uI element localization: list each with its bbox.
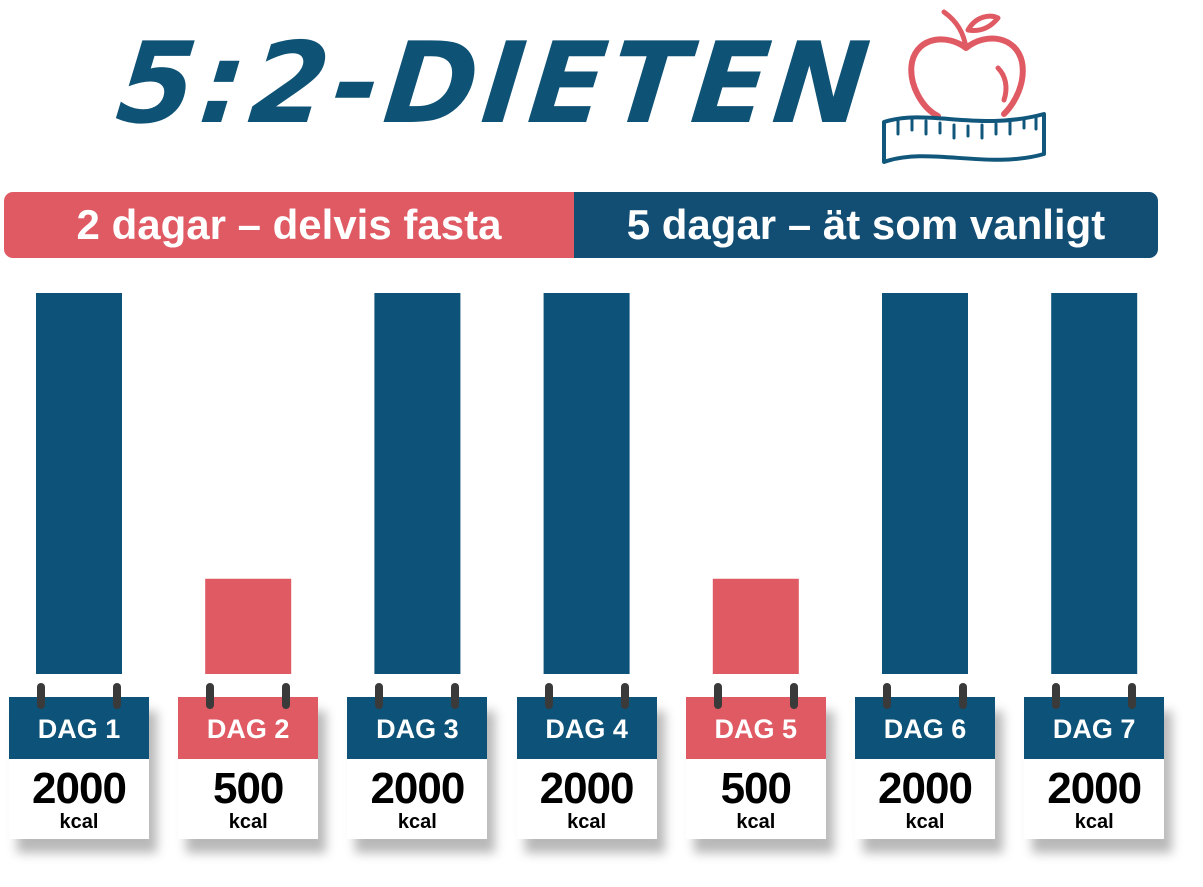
day-label: DAG 5 (685, 697, 826, 759)
day-card: DAG 5 500 kcal (685, 683, 826, 839)
apple-measuring-tape-icon (882, 9, 1046, 164)
calorie-unit: kcal (397, 811, 437, 833)
calendar-ring-icon (789, 683, 798, 709)
calorie-unit: kcal (567, 811, 607, 833)
day-label: DAG 2 (178, 697, 319, 759)
calendar-ring-icon (620, 683, 629, 709)
calendar-ring-icon (959, 683, 967, 709)
calendar-ring-icon (883, 683, 891, 709)
day-card: DAG 2 500 kcal (178, 683, 319, 839)
calorie-value: 500 (212, 764, 284, 813)
bar-dag-1 (36, 293, 122, 674)
day-label: DAG 4 (516, 697, 657, 759)
day-label: DAG 1 (9, 697, 149, 759)
calendar-ring-icon (282, 683, 291, 709)
calorie-unit: kcal (1074, 811, 1114, 833)
bar-dag-6 (882, 293, 968, 674)
calorie-value: 2000 (32, 764, 127, 813)
calorie-value: 500 (720, 764, 792, 813)
legend-normal-days: 5 dagar – ät som vanligt (574, 192, 1158, 258)
calendar-ring-icon (206, 683, 215, 709)
calendar-ring-icon (113, 683, 121, 709)
calendar-ring-icon (375, 683, 384, 709)
bar-dag-2 (205, 578, 292, 674)
day-label: DAG 3 (347, 697, 488, 759)
calendar-ring-icon (1128, 683, 1137, 709)
calorie-unit: kcal (228, 811, 268, 833)
calorie-unit: kcal (59, 811, 99, 833)
day-label: DAG 6 (855, 697, 995, 759)
calorie-value: 2000 (1047, 764, 1142, 813)
calendar-ring-icon (37, 683, 45, 709)
day-card: DAG 6 2000 kcal (855, 683, 995, 839)
day-card: DAG 3 2000 kcal (347, 683, 488, 839)
bar-dag-3 (374, 293, 461, 674)
calorie-unit: kcal (905, 811, 945, 833)
calorie-value: 2000 (878, 764, 973, 813)
calendar-ring-icon (713, 683, 722, 709)
legend-fast-days: 2 dagar – delvis fasta (4, 192, 574, 258)
calendar-ring-icon (1052, 683, 1061, 709)
bar-dag-7 (1051, 293, 1138, 674)
day-card: DAG 1 2000 kcal (9, 683, 149, 839)
calendar-ring-icon (451, 683, 460, 709)
calorie-unit: kcal (736, 811, 776, 833)
day-label: DAG 7 (1024, 697, 1165, 759)
calendar-ring-icon (544, 683, 553, 709)
day-card: DAG 4 2000 kcal (516, 683, 657, 839)
bar-dag-4 (543, 293, 630, 674)
legend-banner: 2 dagar – delvis fasta 5 dagar – ät som … (4, 192, 1158, 258)
calorie-value: 2000 (370, 764, 465, 813)
calorie-value: 2000 (539, 764, 635, 813)
bar-dag-5 (712, 578, 799, 674)
day-card: DAG 7 2000 kcal (1024, 683, 1165, 839)
